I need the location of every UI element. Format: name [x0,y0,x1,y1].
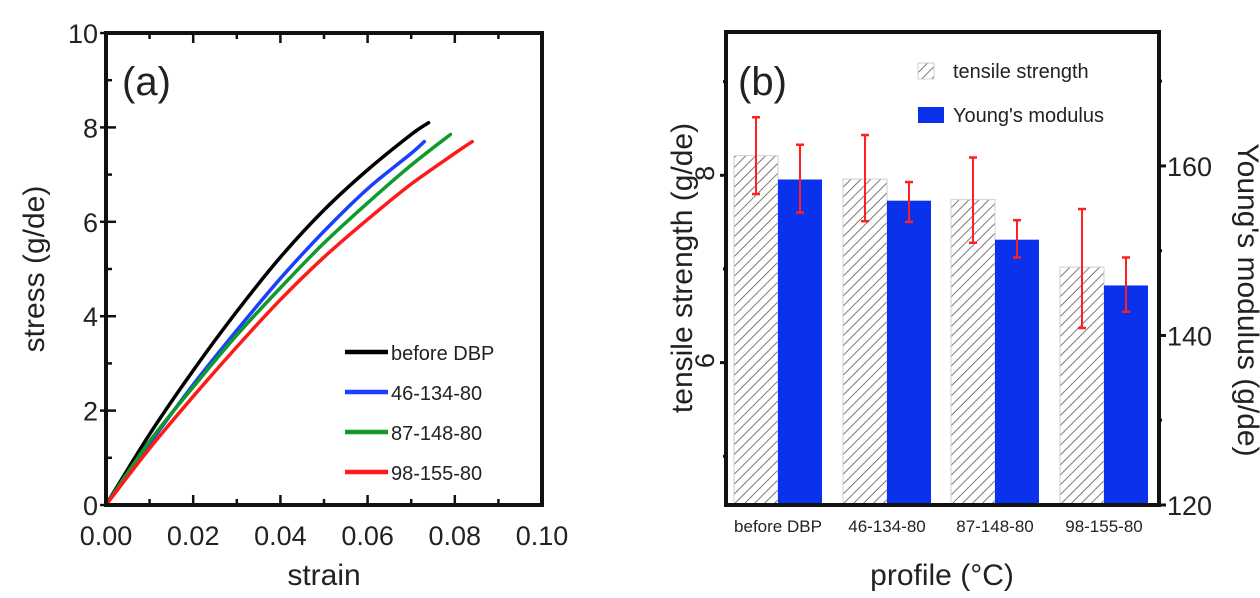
x-tick-label: 0.04 [254,521,307,551]
panel-a-y-axis-title: stress (g/de) [18,186,51,353]
error-bar-modulus [1013,218,1021,259]
panel-b: 6 8 120 140 160 before DBP 46-134-80 87-148-80 9… [666,30,1260,592]
bar-tensile-strength [842,178,888,506]
legend-label-youngs-modulus: Young's modulus [953,105,1104,127]
legend-label-4: 98-155-80 [391,463,482,485]
panel-b-bars [733,155,1148,506]
y-tick-label-right: 160 [1167,152,1212,182]
bar-tensile-strength [733,155,779,506]
panel-b-error-bars [752,115,1130,330]
panel-b-y2-axis-title: Young's modulus (g/de) [1231,143,1260,456]
y-tick-label-right: 120 [1167,491,1212,521]
bar-youngs-modulus [778,179,822,505]
y-tick-label-left: 6 [690,353,720,368]
legend-label-2: 46-134-80 [391,383,482,405]
x-category-label: 98-155-80 [1065,517,1143,536]
panel-a-label: (a) [122,60,171,104]
panel-b-ticks: 6 8 120 140 160 before DBP 46-134-80 87-148-80 9… [690,79,1212,536]
series-line-1 [104,120,431,507]
x-tick-label: 0.10 [516,521,569,551]
error-bar-tensile [752,115,760,196]
legend-label-tensile-strength: tensile strength [953,61,1089,83]
panel-a: 0.00 0.02 0.04 0.06 0.08 0.10 0 2 4 6 8 10 (a) stra… [18,19,568,592]
x-category-label: before DBP [734,517,822,536]
x-tick-label: 0.00 [80,521,133,551]
bar-youngs-modulus [995,239,1039,506]
bar-youngs-modulus [887,200,931,505]
panel-b-y-axis-title: tensile strength (g/de) [666,123,699,413]
error-bar-modulus [1122,256,1130,313]
legend-label-3: 87-148-80 [391,423,482,445]
bar-youngs-modulus [1104,285,1148,505]
y-tick-label: 4 [83,302,98,332]
panel-b-label: (b) [738,60,787,104]
series-line-3 [104,132,453,507]
y-tick-label: 8 [83,113,98,143]
error-bar-modulus [905,180,913,224]
panel-b-legend: tensile strength Young's modulus [917,61,1104,127]
x-tick-label: 0.02 [167,521,220,551]
legend-swatch-tensile-strength [917,62,935,80]
error-bar-tensile [1078,207,1086,330]
y-tick-label: 10 [68,19,98,49]
legend-label-1: before DBP [391,343,494,365]
y-tick-label: 0 [83,491,98,521]
error-bar-tensile [861,133,869,223]
x-category-label: 46-134-80 [848,517,926,536]
y-tick-label-right: 140 [1167,321,1212,351]
error-bar-modulus [796,143,804,214]
error-bar-tensile [969,156,977,244]
x-tick-label: 0.08 [429,521,482,551]
x-tick-label: 0.06 [341,521,394,551]
y-tick-label-left: 8 [690,166,720,181]
x-category-label: 87-148-80 [956,517,1034,536]
panel-a-x-axis-title: strain [287,559,360,592]
panel-a-series [104,120,474,507]
legend-swatch-youngs-modulus [918,107,944,123]
panel-a-ticks: 0.00 0.02 0.04 0.06 0.08 0.10 0 2 4 6 8 10 [68,19,568,551]
bar-tensile-strength [950,199,996,506]
y-tick-label: 6 [83,208,98,238]
panel-a-legend: before DBP 46-134-80 87-148-80 98-155-80 [345,343,494,485]
y-tick-label: 2 [83,397,98,427]
panel-b-x-axis-title: profile (°C) [870,559,1014,592]
series-line-4 [104,139,474,507]
